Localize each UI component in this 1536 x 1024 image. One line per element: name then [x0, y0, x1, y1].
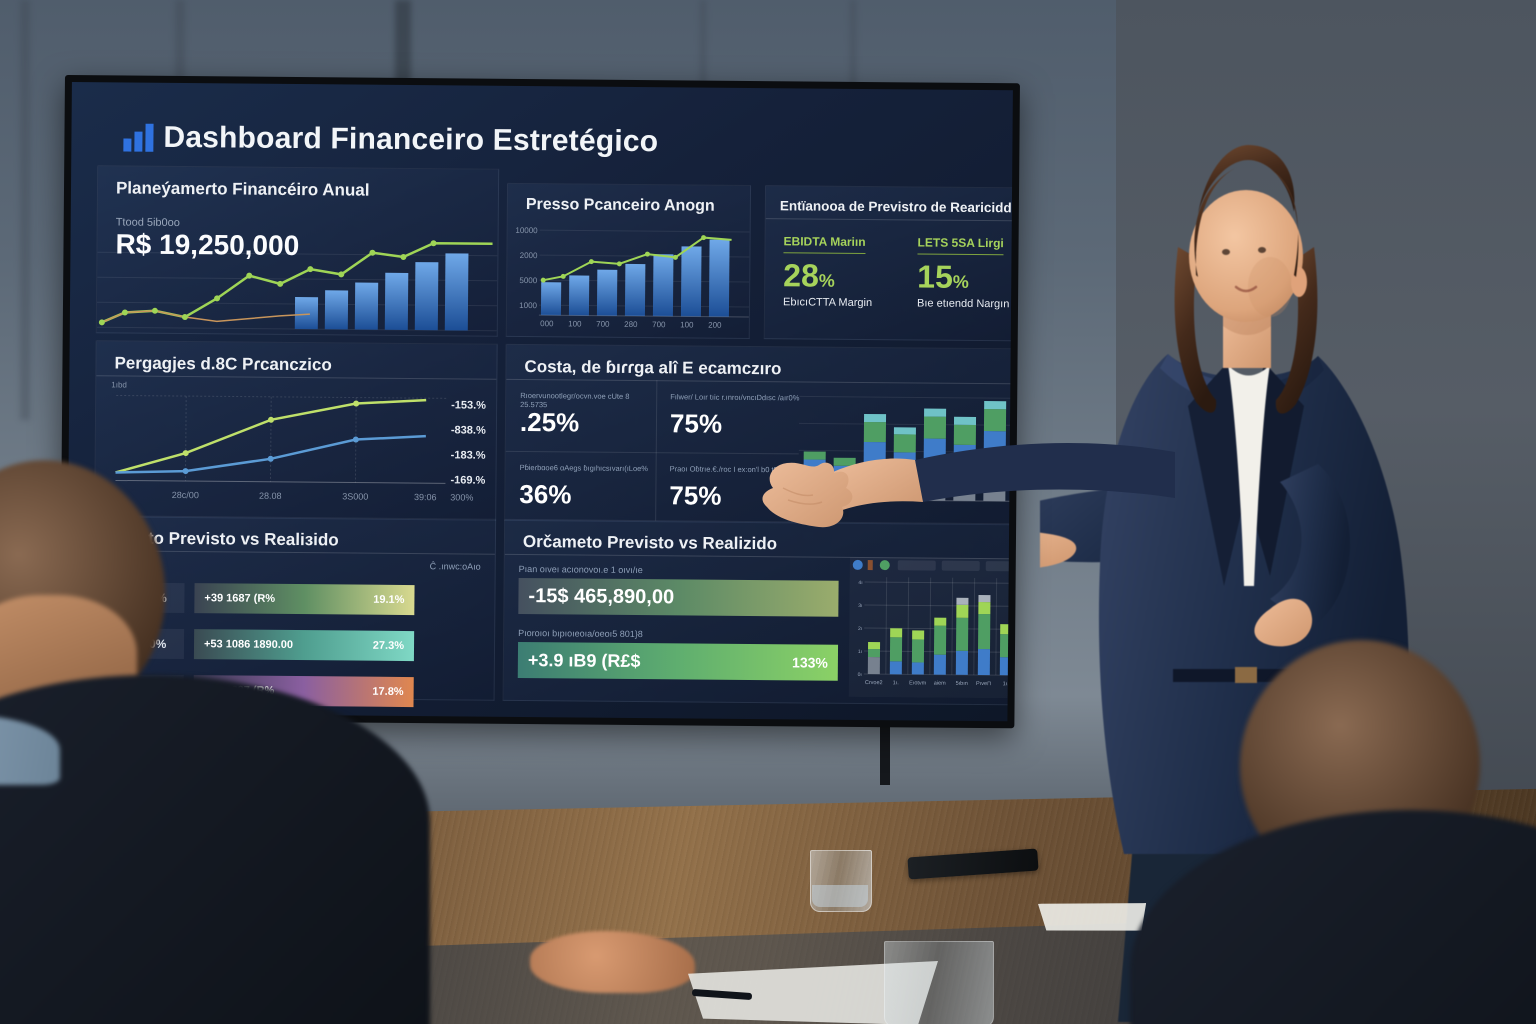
svg-text:Crvoe2: Crvoe2	[865, 680, 883, 686]
svg-text:100: 100	[680, 320, 694, 329]
svg-text:2000: 2000	[520, 251, 538, 260]
svg-text:100: 100	[568, 319, 582, 328]
svg-text:700: 700	[652, 320, 666, 329]
svg-text:3ı: 3ı	[858, 603, 862, 609]
svg-text:Eıotvm: Eıotvm	[909, 680, 927, 686]
svg-text:4ı: 4ı	[858, 580, 862, 586]
svg-text:1ıbd: 1ıbd	[111, 380, 127, 389]
svg-text:1000: 1000	[519, 301, 537, 310]
svg-text:-153.%: -153.%	[451, 399, 486, 411]
svg-text:000: 000	[540, 319, 554, 328]
svg-text:200: 200	[708, 321, 722, 330]
svg-text:1ı: 1ı	[858, 649, 862, 655]
svg-text:-838.%: -838.%	[451, 424, 486, 436]
svg-text:2ı: 2ı	[858, 626, 862, 632]
svg-text:1ı.: 1ı.	[893, 680, 900, 686]
svg-text:5000: 5000	[519, 276, 537, 285]
svg-text:aiem: aiem	[934, 681, 946, 687]
svg-text:0ı: 0ı	[858, 672, 862, 678]
svg-text:280: 280	[624, 320, 638, 329]
svg-text:700: 700	[596, 320, 610, 329]
svg-text:10000: 10000	[515, 226, 538, 235]
